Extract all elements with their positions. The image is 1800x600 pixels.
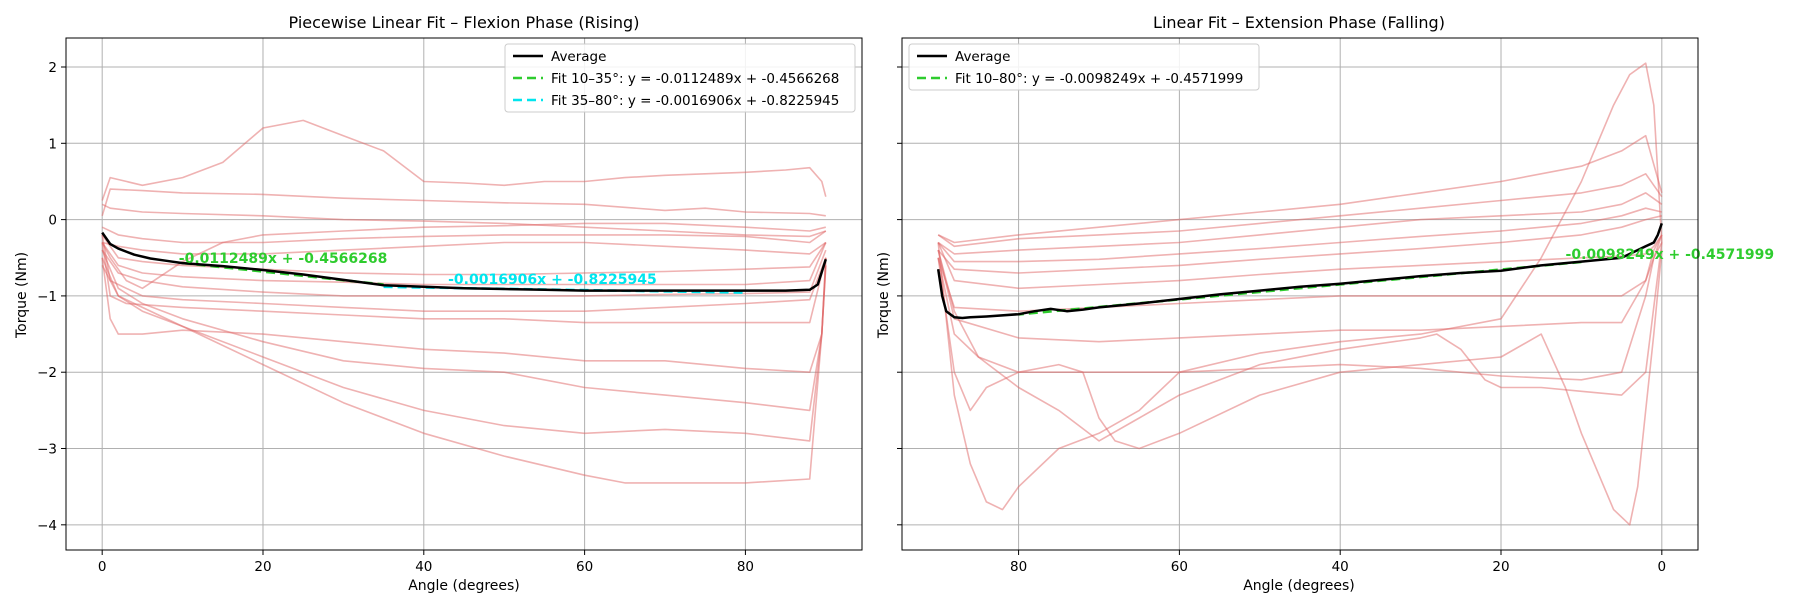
trial-line — [101, 257, 827, 484]
trial-line — [101, 203, 827, 238]
chart-title: Piecewise Linear Fit – Flexion Phase (Ri… — [289, 13, 640, 32]
extension-chart-panel: Linear Fit – Extension Phase (Falling) A… — [876, 13, 1774, 594]
y-tick-label: −2 — [37, 365, 57, 381]
fit-annotations: -0.0112489x + -0.4566268 -0.0016906x + -0… — [179, 251, 657, 288]
y-axis-label: Torque (Nm) — [876, 252, 892, 339]
trial-line — [937, 242, 1663, 442]
trial-line — [937, 207, 1662, 263]
y-tick-label: 1 — [48, 136, 57, 152]
trial-lines — [101, 119, 827, 484]
x-axis-label: Angle (degrees) — [1243, 578, 1355, 594]
x-axis-ticks: 0 20 40 60 80 — [98, 550, 754, 575]
chart-title: Linear Fit – Extension Phase (Falling) — [1153, 13, 1445, 32]
fit-annotations: -0.0098249x + -0.4571999 — [1566, 247, 1775, 263]
legend: Average Fit 10–80°: y = -0.0098249x + -0.… — [908, 43, 1260, 91]
trial-line — [937, 234, 1663, 290]
fit-annotation: -0.0098249x + -0.4571999 — [1566, 247, 1775, 263]
y-tick-label: −1 — [37, 289, 57, 305]
x-tick-label: 60 — [576, 559, 593, 575]
trial-line — [101, 257, 827, 374]
trial-line — [101, 119, 827, 201]
legend-label: Fit 35–80°: y = -0.0016906x + -0.8225945 — [551, 93, 839, 109]
legend-label: Average — [551, 49, 606, 65]
trial-line — [937, 173, 1663, 248]
x-tick-label: 60 — [1171, 559, 1188, 575]
x-axis-ticks: 80 60 40 20 0 — [1010, 550, 1666, 575]
y-axis-ticks: −4 −3 −2 −1 0 1 2 — [37, 60, 66, 534]
trial-line — [101, 226, 827, 244]
flexion-chart-panel: Piecewise Linear Fit – Flexion Phase (Ri… — [14, 13, 863, 594]
trial-line — [101, 222, 826, 290]
average-line — [936, 222, 1663, 320]
grid — [902, 38, 1698, 550]
fit-line — [1018, 260, 1582, 316]
x-tick-label: 80 — [737, 559, 754, 575]
legend-label: Average — [955, 49, 1010, 65]
legend-box — [504, 43, 856, 113]
trial-lines — [937, 62, 1663, 526]
y-tick-label: 0 — [48, 213, 57, 229]
x-axis-label: Angle (degrees) — [408, 578, 520, 594]
trial-line — [101, 249, 827, 297]
legend-label: Fit 10–35°: y = -0.0112489x + -0.4566268 — [551, 71, 839, 87]
y-tick-label: 2 — [48, 60, 57, 76]
trial-line — [101, 234, 827, 313]
trial-line — [101, 265, 827, 442]
x-tick-label: 0 — [98, 559, 107, 575]
fit-lines — [1018, 260, 1582, 316]
axes-frame — [901, 37, 1699, 551]
x-tick-label: 40 — [1332, 559, 1349, 575]
trial-line — [101, 242, 827, 324]
y-axis-label: Torque (Nm) — [14, 252, 30, 339]
legend: Average Fit 10–35°: y = -0.0112489x + -0.… — [504, 43, 856, 113]
average-line-group — [936, 222, 1663, 320]
average-line — [101, 231, 827, 292]
y-tick-label: −3 — [37, 442, 57, 458]
trial-line — [102, 241, 827, 255]
trial-line — [101, 234, 827, 276]
y-tick-label: −4 — [37, 518, 57, 534]
trial-line — [101, 188, 826, 217]
average-line-group — [101, 231, 827, 292]
trial-line — [937, 62, 1663, 511]
trial-line — [937, 134, 1663, 244]
trial-line — [937, 234, 1663, 381]
legend-box — [908, 43, 1260, 91]
axes-frame — [65, 37, 863, 551]
x-tick-label: 40 — [415, 559, 432, 575]
trial-line — [937, 234, 1663, 343]
x-tick-label: 20 — [1492, 559, 1509, 575]
fit-annotation: -0.0016906x + -0.8225945 — [448, 272, 657, 288]
trial-line — [937, 215, 1662, 274]
fit-annotation: -0.0112489x + -0.4566268 — [179, 251, 388, 267]
legend-label: Fit 10–80°: y = -0.0098249x + -0.4571999 — [955, 71, 1243, 87]
x-tick-label: 0 — [1658, 559, 1667, 575]
trial-line — [101, 249, 827, 412]
x-tick-label: 80 — [1010, 559, 1027, 575]
trial-line — [101, 242, 827, 286]
y-axis-ticks — [897, 66, 902, 526]
x-tick-label: 20 — [254, 559, 271, 575]
trial-line — [937, 192, 1663, 255]
